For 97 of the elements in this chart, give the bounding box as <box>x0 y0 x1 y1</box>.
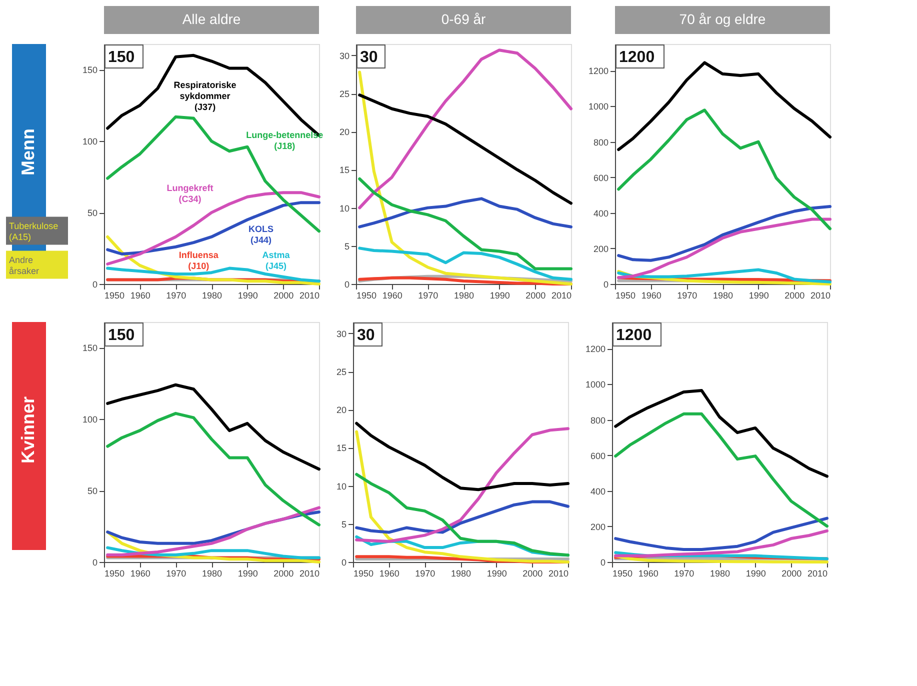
x-tick-label: 1980 <box>710 568 730 578</box>
x-tick-label: 1960 <box>382 290 402 300</box>
x-tick-label: 2010 <box>551 290 572 300</box>
y-tick-label: 1200 <box>585 344 606 354</box>
y-tick-label: 600 <box>593 172 608 183</box>
x-tick-label: 1980 <box>202 568 222 578</box>
x-tick-label: 1960 <box>638 568 658 578</box>
x-tick-label: 1950 <box>356 290 377 300</box>
y-tick-label: 100 <box>82 136 98 147</box>
y-axis-title: Menn <box>18 128 38 176</box>
x-tick-label: 1970 <box>677 290 698 300</box>
x-tick-label: 1990 <box>746 568 766 578</box>
y-tick-label: 400 <box>593 208 608 218</box>
annotation: 30 <box>357 327 375 344</box>
x-tick-label: 1960 <box>379 568 400 578</box>
x-tick-label: 1980 <box>202 290 222 300</box>
y-tick-label: 50 <box>87 486 98 496</box>
x-tick-label: 1970 <box>415 568 436 578</box>
x-tick-label: 1970 <box>418 290 438 300</box>
annotation: Lungekreft (C34) <box>166 183 214 204</box>
annotation: Astma (J45) <box>262 250 291 272</box>
y-tick-label: 0 <box>600 558 606 568</box>
y-tick-label: 200 <box>590 522 606 532</box>
x-tick-label: 1980 <box>450 568 472 578</box>
text: Andre årsaker <box>9 254 40 276</box>
x-tick-label: 1970 <box>674 568 694 578</box>
y-tick-label: 1000 <box>588 102 608 112</box>
x-tick-label: 1960 <box>130 290 150 300</box>
y-tick-label: 150 <box>82 65 98 76</box>
x-tick-label: 1950 <box>104 568 125 578</box>
y-tick-label: 5 <box>341 519 346 530</box>
y-tick-label: 0 <box>603 280 608 290</box>
x-tick-label: 1950 <box>104 290 125 300</box>
x-tick-label: 1950 <box>612 568 633 578</box>
x-tick-label: 1960 <box>130 568 150 578</box>
y-tick-label: 10 <box>336 481 346 492</box>
y-tick-label: 25 <box>339 89 350 100</box>
x-tick-label: 1960 <box>641 290 662 300</box>
x-tick-label: 1970 <box>166 568 186 578</box>
y-tick-label: 30 <box>339 50 350 61</box>
annotation: KOLS (J44) <box>248 224 274 245</box>
x-tick-label: 1990 <box>490 290 510 300</box>
chart-title: 0-69 år <box>441 11 486 27</box>
x-tick-label: 1950 <box>354 568 374 578</box>
annotation: 150 <box>108 327 135 344</box>
y-tick-label: 5 <box>344 241 350 252</box>
x-tick-label: 2010 <box>810 290 830 300</box>
x-tick-label: 2000 <box>526 290 546 300</box>
y-tick-label: 150 <box>82 343 98 354</box>
x-tick-label: 2010 <box>807 568 828 578</box>
x-tick-label: 2000 <box>784 290 805 300</box>
x-tick-label: 1970 <box>166 290 186 300</box>
annotation: 1200 <box>616 327 652 344</box>
annotation: Lunge-betennelse (J18) <box>246 130 324 152</box>
chart-title: 70 år og eldre <box>679 11 766 27</box>
annotation: Respiratoriske sykdommer (J37) <box>174 80 236 112</box>
y-tick-label: 0 <box>341 558 346 568</box>
x-tick-label: 1990 <box>748 290 769 300</box>
chart-title: Alle aldre <box>182 11 241 27</box>
x-tick-label: 1980 <box>712 290 734 300</box>
y-tick-label: 30 <box>336 328 346 339</box>
x-tick-label: 2000 <box>782 568 802 578</box>
annotation: Influensa (J10) <box>178 250 220 272</box>
y-tick-label: 200 <box>593 244 608 254</box>
x-tick-label: 2010 <box>548 568 568 578</box>
annotation: 1200 <box>619 49 655 66</box>
x-tick-label: 2010 <box>299 568 320 578</box>
text: Tuberkulose (A15) <box>9 220 58 242</box>
y-tick-label: 600 <box>590 450 606 461</box>
x-tick-label: 2000 <box>274 568 294 578</box>
y-tick-label: 0 <box>92 280 98 290</box>
y-tick-label: 0 <box>344 280 350 290</box>
y-tick-label: 20 <box>339 127 350 138</box>
y-tick-label: 10 <box>339 203 350 214</box>
x-tick-label: 2000 <box>274 290 294 300</box>
y-tick-label: 0 <box>92 558 98 568</box>
annotation: 150 <box>108 49 135 66</box>
x-tick-label: 1990 <box>486 568 507 578</box>
x-tick-label: 1980 <box>454 290 474 300</box>
x-tick-label: 2010 <box>299 290 320 300</box>
x-tick-label: 1990 <box>238 568 258 578</box>
y-tick-label: 800 <box>590 415 606 426</box>
y-tick-label: 100 <box>82 414 98 425</box>
x-tick-label: 2000 <box>522 568 543 578</box>
y-tick-label: 15 <box>339 165 350 176</box>
annotation: 30 <box>360 49 378 66</box>
y-tick-label: 800 <box>593 137 608 148</box>
y-axis-title: Kvinner <box>18 396 38 464</box>
y-tick-label: 50 <box>87 208 98 218</box>
x-tick-label: 1990 <box>238 290 258 300</box>
y-tick-label: 25 <box>336 367 346 378</box>
y-tick-label: 20 <box>336 405 346 416</box>
y-tick-label: 400 <box>590 486 606 496</box>
y-tick-label: 1000 <box>585 380 606 390</box>
x-tick-label: 1950 <box>616 290 636 300</box>
y-tick-label: 1200 <box>588 66 608 76</box>
y-tick-label: 15 <box>336 443 346 454</box>
